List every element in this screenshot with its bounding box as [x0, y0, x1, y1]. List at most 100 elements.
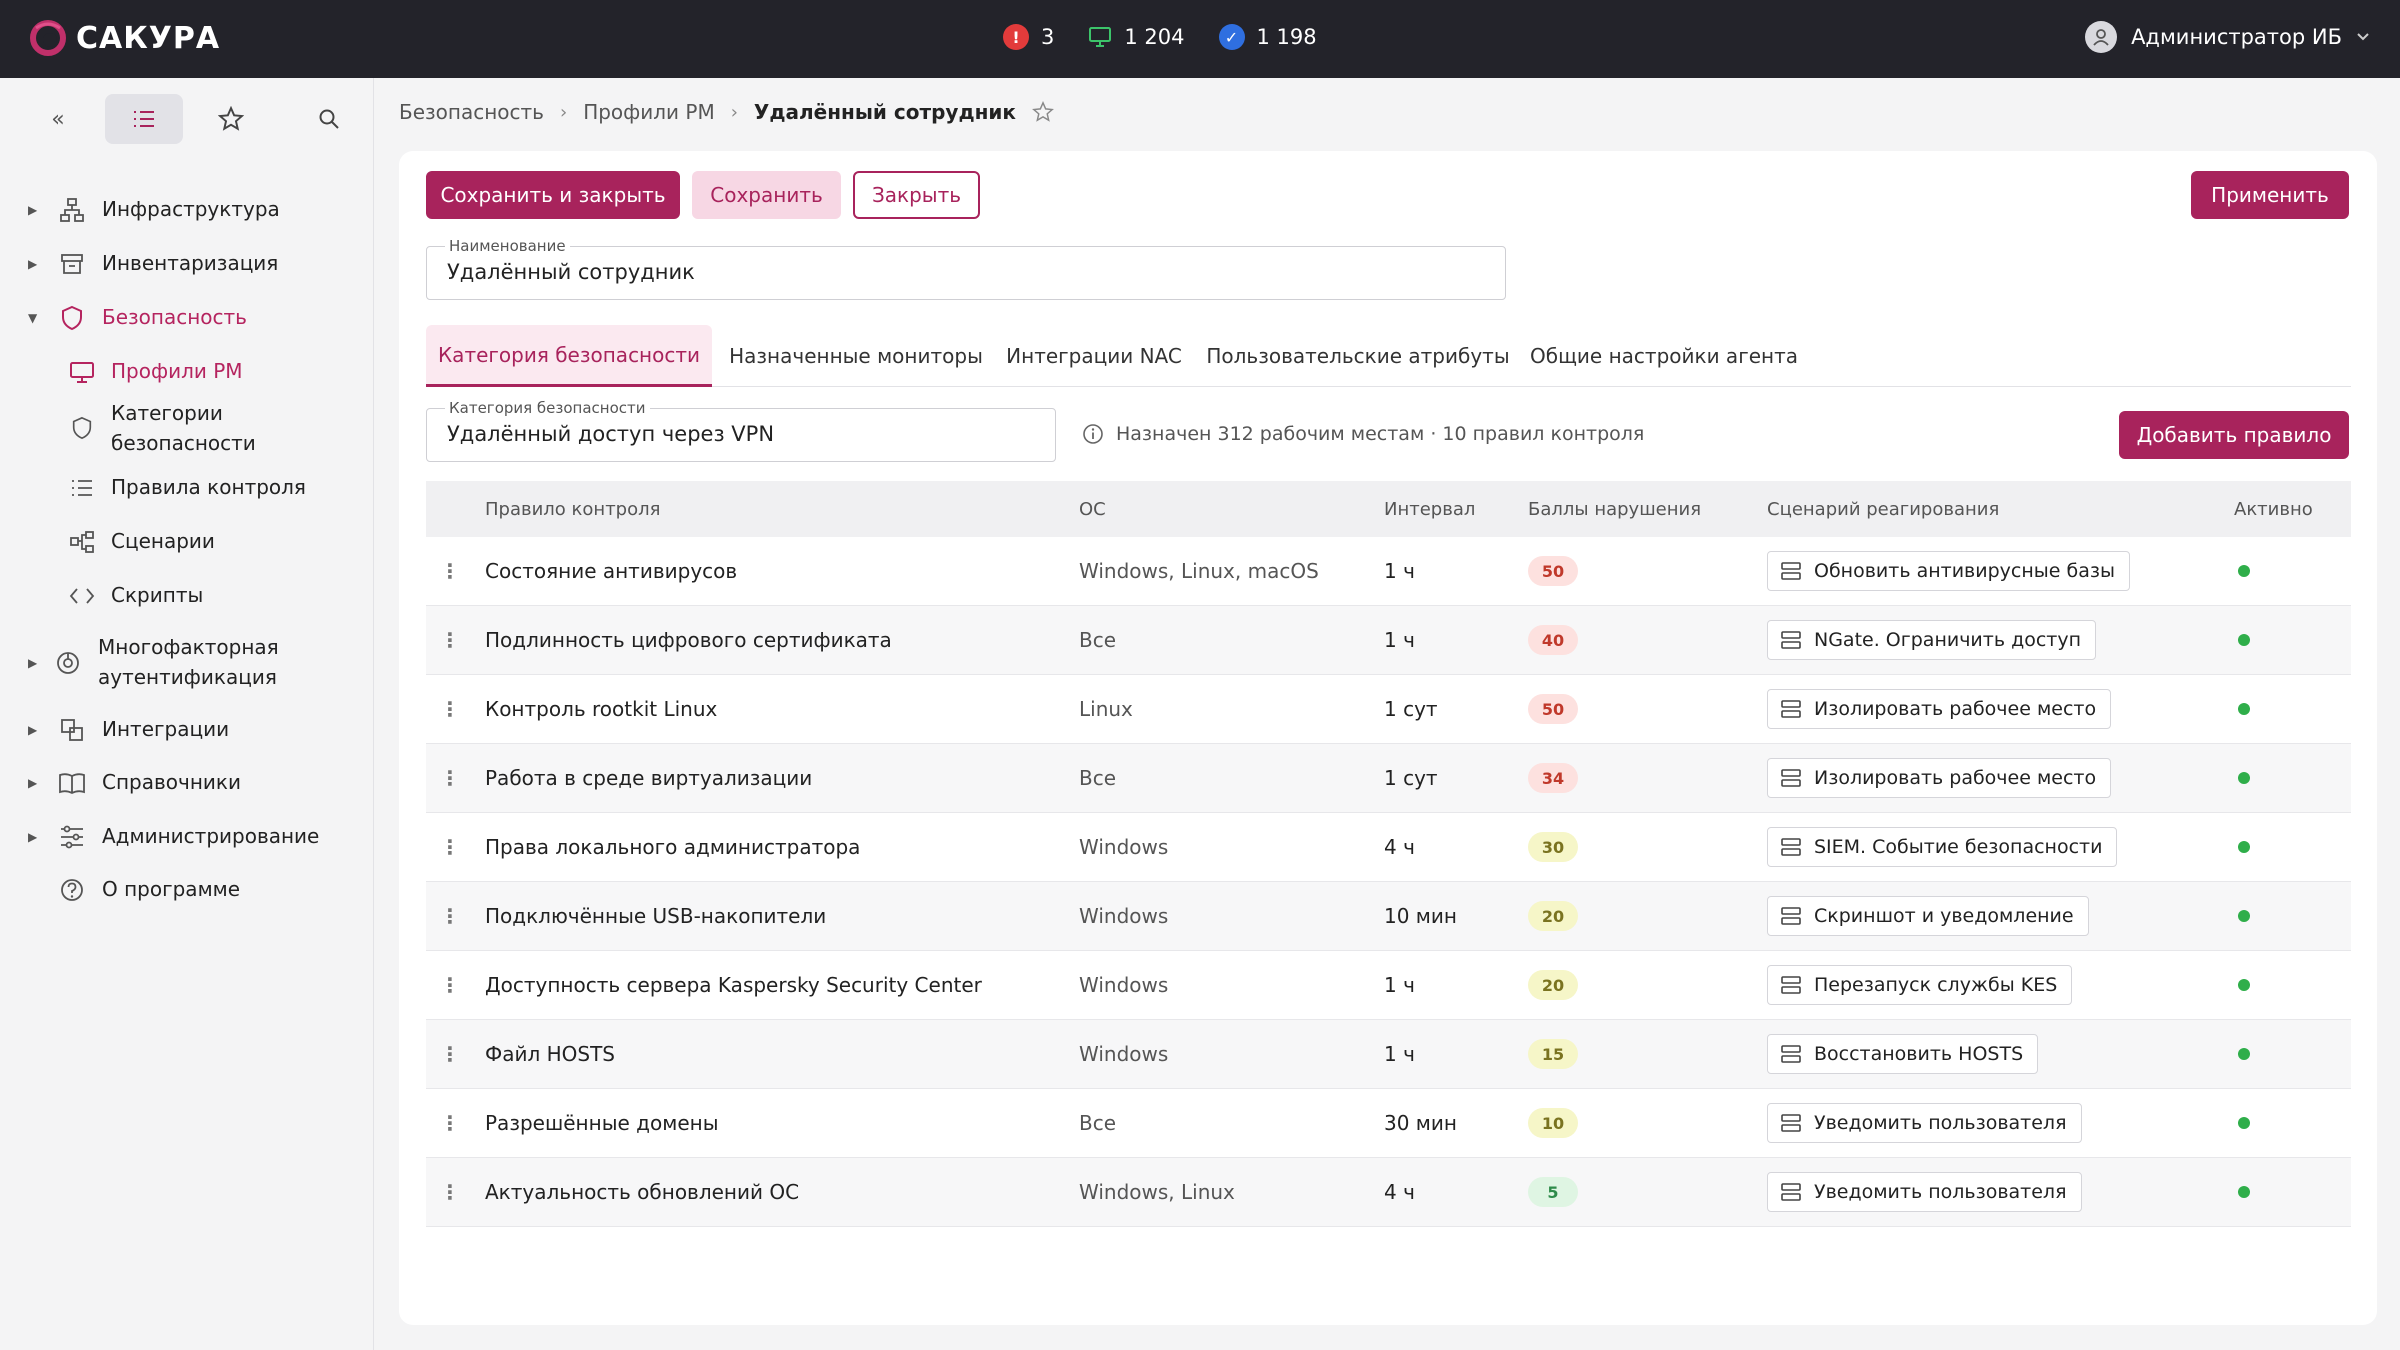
close-button[interactable]: Закрыть	[853, 171, 980, 219]
sidebar-item-reference[interactable]: ▶ Справочники	[0, 763, 374, 803]
tab-user-attributes[interactable]: Пользовательские атрибуты	[1206, 344, 1510, 368]
rule-name[interactable]: Подключённые USB-накопители	[485, 904, 827, 928]
sidebar-item-infrastructure[interactable]: ▶ Инфраструктура	[0, 190, 374, 230]
tab-security-category[interactable]: Категория безопасности	[426, 325, 712, 387]
column-header-score[interactable]: Баллы нарушения	[1528, 498, 1702, 520]
row-menu-icon[interactable]: ⋮	[440, 766, 460, 790]
collapse-icon[interactable]: «	[51, 106, 65, 132]
sidebar-item-label-line2: аутентификация	[98, 665, 277, 689]
sidebar-item-administration[interactable]: ▶ Администрирование	[0, 817, 374, 857]
table-row[interactable]: ⋮ Файл HOSTS Windows 1 ч 15 Восстановить HOST…	[426, 1020, 2351, 1089]
scenario-chip[interactable]: SIEM. Событие безопасности	[1767, 827, 2118, 867]
monitors-counter[interactable]: 1 204	[1088, 25, 1185, 49]
sidebar-item-integrations[interactable]: ▶ Интеграции	[0, 710, 374, 750]
row-menu-icon[interactable]: ⋮	[440, 559, 460, 583]
table-row[interactable]: ⋮ Доступность сервера Kaspersky Security …	[426, 951, 2351, 1020]
score-badge: 20	[1528, 901, 1578, 931]
scenario-chip[interactable]: Восстановить HOSTS	[1767, 1034, 2039, 1074]
user-menu[interactable]: Администратор ИБ	[2085, 21, 2370, 53]
tab-agent-settings[interactable]: Общие настройки агента	[1530, 344, 1798, 368]
sidebar-item-workstation-profiles[interactable]: Профили РМ	[0, 352, 374, 392]
list-view-button[interactable]	[105, 94, 183, 144]
column-header-active[interactable]: Активно	[2234, 498, 2313, 520]
tab-bar: Категория безопасности Назначенные монит…	[426, 325, 2351, 387]
scenario-chip[interactable]: Уведомить пользователя	[1767, 1103, 2082, 1143]
column-header-rule[interactable]: Правило контроля	[485, 498, 661, 520]
row-menu-icon[interactable]: ⋮	[440, 697, 460, 721]
scenario-chip[interactable]: Уведомить пользователя	[1767, 1172, 2082, 1212]
shield-icon	[58, 304, 86, 332]
scenario-chip[interactable]: Скриншот и уведомление	[1767, 896, 2089, 936]
breadcrumb-item-security[interactable]: Безопасность	[399, 100, 544, 124]
server-icon	[1781, 907, 1801, 925]
table-row[interactable]: ⋮ Актуальность обновлений ОС Windows, Linu…	[426, 1158, 2351, 1227]
name-field[interactable]: Наименование Удалённый сотрудник	[426, 237, 1506, 300]
sidebar-item-security[interactable]: ▼ Безопасность	[0, 298, 374, 338]
row-menu-icon[interactable]: ⋮	[440, 835, 460, 859]
active-status-dot	[2238, 634, 2250, 646]
search-button[interactable]	[314, 94, 344, 144]
category-field-value[interactable]: Удалённый доступ через VPN	[447, 422, 775, 446]
table-row[interactable]: ⋮ Разрешённые домены Все 30 мин 10 Уведомить …	[426, 1089, 2351, 1158]
tab-assigned-monitors[interactable]: Назначенные мониторы	[729, 344, 983, 368]
rule-name[interactable]: Подлинность цифрового сертификата	[485, 628, 892, 652]
table-row[interactable]: ⋮ Подключённые USB-накопители Windows 10 ми…	[426, 882, 2351, 951]
compliant-counter[interactable]: ✓ 1 198	[1218, 24, 1317, 50]
rule-name[interactable]: Права локального администратора	[485, 835, 861, 859]
server-icon	[1781, 631, 1801, 649]
row-menu-icon[interactable]: ⋮	[440, 1180, 460, 1204]
row-menu-icon[interactable]: ⋮	[440, 1042, 460, 1066]
sidebar-item-inventory[interactable]: ▶ Инвентаризация	[0, 244, 374, 284]
table-row[interactable]: ⋮ Работа в среде виртуализации Все 1 сут 34 И…	[426, 744, 2351, 813]
sidebar-item-security-categories[interactable]: Категории безопасности	[0, 394, 374, 464]
column-header-os[interactable]: ОС	[1079, 498, 1106, 520]
sidebar-item-scripts[interactable]: Скрипты	[0, 576, 374, 616]
rule-name[interactable]: Доступность сервера Kaspersky Security C…	[485, 973, 982, 997]
app-logo[interactable]: САКУРА	[28, 18, 220, 58]
row-menu-icon[interactable]: ⋮	[440, 628, 460, 652]
check-icon: ✓	[1218, 24, 1245, 50]
column-header-scenario[interactable]: Сценарий реагирования	[1767, 498, 2000, 520]
column-header-interval[interactable]: Интервал	[1384, 498, 1476, 520]
rule-name[interactable]: Состояние антивирусов	[485, 559, 738, 583]
breadcrumb-item-profiles[interactable]: Профили РМ	[583, 100, 715, 124]
scenario-chip[interactable]: NGate. Ограничить доступ	[1767, 620, 2097, 660]
code-icon	[68, 582, 96, 610]
rule-name[interactable]: Файл HOSTS	[485, 1042, 615, 1066]
apply-button[interactable]: Применить	[2191, 171, 2349, 219]
scenario-chip[interactable]: Обновить антивирусные базы	[1767, 551, 2130, 591]
favorites-button[interactable]	[214, 94, 248, 144]
sidebar-item-label-line2: безопасности	[111, 431, 256, 455]
row-menu-icon[interactable]: ⋮	[440, 904, 460, 928]
save-and-close-button[interactable]: Сохранить и закрыть	[426, 171, 680, 219]
row-menu-icon[interactable]: ⋮	[440, 973, 460, 997]
add-rule-button[interactable]: Добавить правило	[2119, 411, 2349, 459]
row-menu-icon[interactable]: ⋮	[440, 1111, 460, 1135]
rule-name[interactable]: Актуальность обновлений ОС	[485, 1180, 800, 1204]
rule-os: Все	[1079, 766, 1117, 790]
scenario-chip[interactable]: Изолировать рабочее место	[1767, 758, 2112, 798]
sidebar-item-about[interactable]: О программе	[0, 870, 374, 910]
tab-nac-integrations[interactable]: Интеграции NAC	[1006, 344, 1182, 368]
sakura-logo-icon	[30, 20, 66, 56]
sidebar-item-control-rules[interactable]: Правила контроля	[0, 468, 374, 508]
scenario-chip[interactable]: Изолировать рабочее место	[1767, 689, 2112, 729]
save-button[interactable]: Сохранить	[692, 171, 841, 219]
sidebar-item-label: Инвентаризация	[102, 251, 279, 275]
scenario-chip[interactable]: Перезапуск службы KES	[1767, 965, 2073, 1005]
table-row[interactable]: ⋮ Контроль rootkit Linux Linux 1 сут 50 Изоли…	[426, 675, 2351, 744]
favorite-star-icon[interactable]	[1032, 101, 1054, 123]
rule-interval: 1 сут	[1384, 766, 1438, 790]
name-field-value[interactable]: Удалённый сотрудник	[447, 260, 695, 284]
rule-name[interactable]: Работа в среде виртуализации	[485, 766, 813, 790]
table-row[interactable]: ⋮ Права локального администратора Windows 4…	[426, 813, 2351, 882]
sidebar-item-scenarios[interactable]: Сценарии	[0, 522, 374, 562]
sidebar-item-label: О программе	[102, 877, 241, 901]
sidebar-item-mfa[interactable]: ▶ Многофакторная аутентификация	[0, 628, 374, 698]
rule-name[interactable]: Контроль rootkit Linux	[485, 697, 718, 721]
security-category-select[interactable]: Категория безопасности Удалённый доступ …	[426, 399, 1056, 462]
rule-name[interactable]: Разрешённые домены	[485, 1111, 719, 1135]
table-row[interactable]: ⋮ Состояние антивирусов Windows, Linux, ma…	[426, 537, 2351, 606]
table-row[interactable]: ⋮ Подлинность цифрового сертификата Все 1 ч…	[426, 606, 2351, 675]
alerts-counter[interactable]: ! 3	[1003, 24, 1054, 50]
